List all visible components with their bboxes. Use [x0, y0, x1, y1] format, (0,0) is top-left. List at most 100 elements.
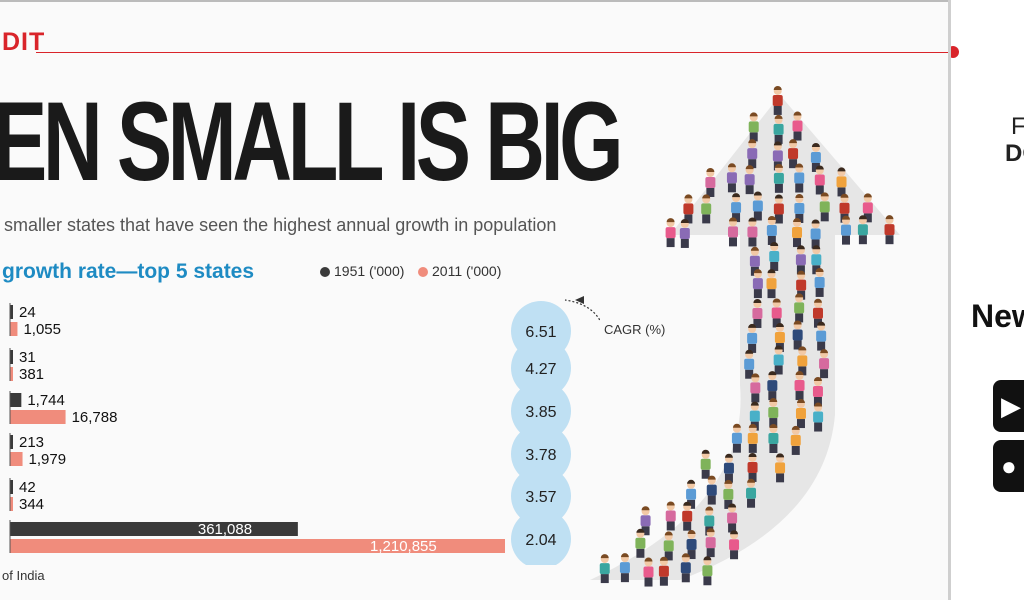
person-figure [790, 425, 801, 455]
person-figure [862, 193, 873, 223]
label-2011-5: 1,210,855 [370, 538, 437, 555]
person-figure [686, 479, 697, 509]
cagr-bubble-2 [511, 381, 571, 441]
cagr-pointer-head [575, 296, 584, 304]
person-figure [812, 376, 823, 406]
person-figure [658, 556, 669, 586]
person-figure [747, 423, 758, 453]
person-figure [792, 218, 803, 248]
label-1951-4: 42 [19, 479, 36, 496]
person-figure [731, 423, 742, 453]
person-figure [819, 349, 830, 379]
legend-swatch-2011 [418, 267, 428, 277]
person-figure [747, 139, 758, 169]
label-2011-1: 381 [19, 366, 44, 383]
person-figure [663, 531, 674, 561]
label-1951-2: 1,744 [27, 392, 65, 409]
person-figure [797, 346, 808, 376]
play-store-icon[interactable]: ▶ [993, 380, 1024, 432]
sidebar-text-3: New [971, 298, 1024, 334]
person-figure [792, 111, 803, 141]
people-crowd [599, 85, 895, 587]
person-figure [884, 215, 895, 245]
person-figure [752, 191, 763, 221]
person-figure [795, 399, 806, 429]
person-figure [702, 556, 713, 586]
label-2011-2: 16,788 [72, 409, 118, 426]
cagr-value-0: 6.51 [525, 324, 556, 341]
legend-label-2011: 2011 ('000) [432, 263, 502, 279]
person-figure [794, 163, 805, 193]
bar-2011-1 [10, 367, 13, 381]
person-figure [775, 453, 786, 483]
bar-2011-2 [10, 410, 66, 424]
person-figure [794, 193, 805, 223]
person-figure [794, 293, 805, 323]
bar-1951-4 [10, 480, 13, 494]
person-figure [788, 139, 799, 169]
cagr-value-3: 3.78 [525, 447, 556, 464]
person-figure [857, 215, 868, 245]
person-figure [766, 215, 777, 245]
cagr-bubble-4 [511, 466, 571, 526]
sidebar-text-2: DO [1005, 140, 1024, 167]
person-figure [810, 219, 821, 249]
person-figure [640, 506, 651, 536]
person-figure [813, 402, 824, 432]
person-figure [814, 267, 825, 297]
person-figure [700, 449, 711, 479]
person-figure [750, 373, 761, 403]
person-figure [841, 215, 852, 245]
timeline-dot [951, 46, 959, 58]
section-rule [36, 52, 948, 53]
cagr-value-4: 3.57 [525, 489, 556, 506]
bar-1951-3 [10, 435, 13, 449]
person-figure [682, 501, 693, 531]
cagr-label: CAGR (%) [604, 322, 666, 337]
person-figure [752, 269, 763, 299]
person-figure [819, 192, 830, 222]
person-figure [683, 194, 694, 224]
person-figure [729, 530, 740, 560]
cagr-bubble-3 [511, 424, 571, 484]
person-figure [744, 349, 755, 379]
label-1951-3: 213 [19, 434, 44, 451]
person-figure [619, 553, 630, 583]
bar-2011-5 [10, 539, 505, 553]
person-figure [773, 345, 784, 375]
bar-1951-1 [10, 350, 13, 364]
person-figure [773, 194, 784, 224]
person-figure [746, 478, 757, 508]
person-figure [643, 557, 654, 587]
person-figure [769, 241, 780, 271]
label-1951-5: 361,088 [198, 521, 252, 538]
cagr-bubble-1 [511, 338, 571, 398]
person-figure [771, 298, 782, 328]
person-figure [794, 371, 805, 401]
sidebar-text-1: F [1011, 113, 1024, 141]
person-figure [599, 554, 610, 584]
label-2011-3: 1,979 [29, 451, 67, 468]
bar-1951-5 [10, 522, 298, 536]
legend-swatch-1951 [320, 267, 330, 277]
person-figure [792, 320, 803, 350]
bar-2011-0 [10, 322, 18, 336]
apple-icon[interactable]: ● [993, 440, 1024, 492]
person-figure [665, 501, 676, 531]
cagr-value-5: 2.04 [525, 532, 556, 549]
person-figure [726, 163, 737, 193]
person-figure [705, 167, 716, 197]
person-figure [773, 163, 784, 193]
person-figure [705, 528, 716, 558]
person-figure [686, 530, 697, 560]
person-figure [679, 218, 690, 248]
person-figure [727, 217, 738, 247]
label-2011-0: 1,055 [23, 321, 61, 338]
legend-1951: 1951 ('000) [320, 263, 404, 279]
person-figure [665, 218, 676, 248]
label-1951-0: 24 [19, 304, 36, 321]
headline: EN SMALL IS BIG [0, 79, 624, 204]
person-figure [701, 194, 712, 224]
person-figure [814, 165, 825, 195]
person-figure [768, 398, 779, 428]
